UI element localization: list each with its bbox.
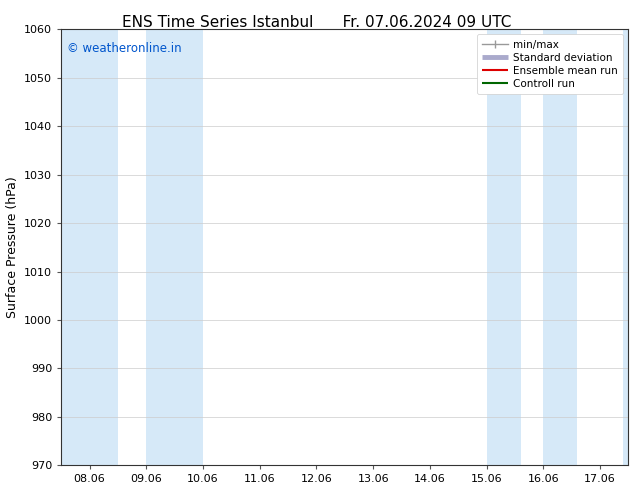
Bar (61, 29, 118, 465)
Bar (623, 29, 628, 465)
Bar (146, 29, 203, 465)
Y-axis label: Surface Pressure (hPa): Surface Pressure (hPa) (6, 176, 18, 318)
Bar (543, 29, 578, 465)
Legend: min/max, Standard deviation, Ensemble mean run, Controll run: min/max, Standard deviation, Ensemble me… (477, 34, 623, 94)
Bar (487, 29, 521, 465)
Text: ENS Time Series Istanbul      Fr. 07.06.2024 09 UTC: ENS Time Series Istanbul Fr. 07.06.2024 … (122, 15, 512, 30)
Text: © weatheronline.in: © weatheronline.in (67, 42, 181, 55)
